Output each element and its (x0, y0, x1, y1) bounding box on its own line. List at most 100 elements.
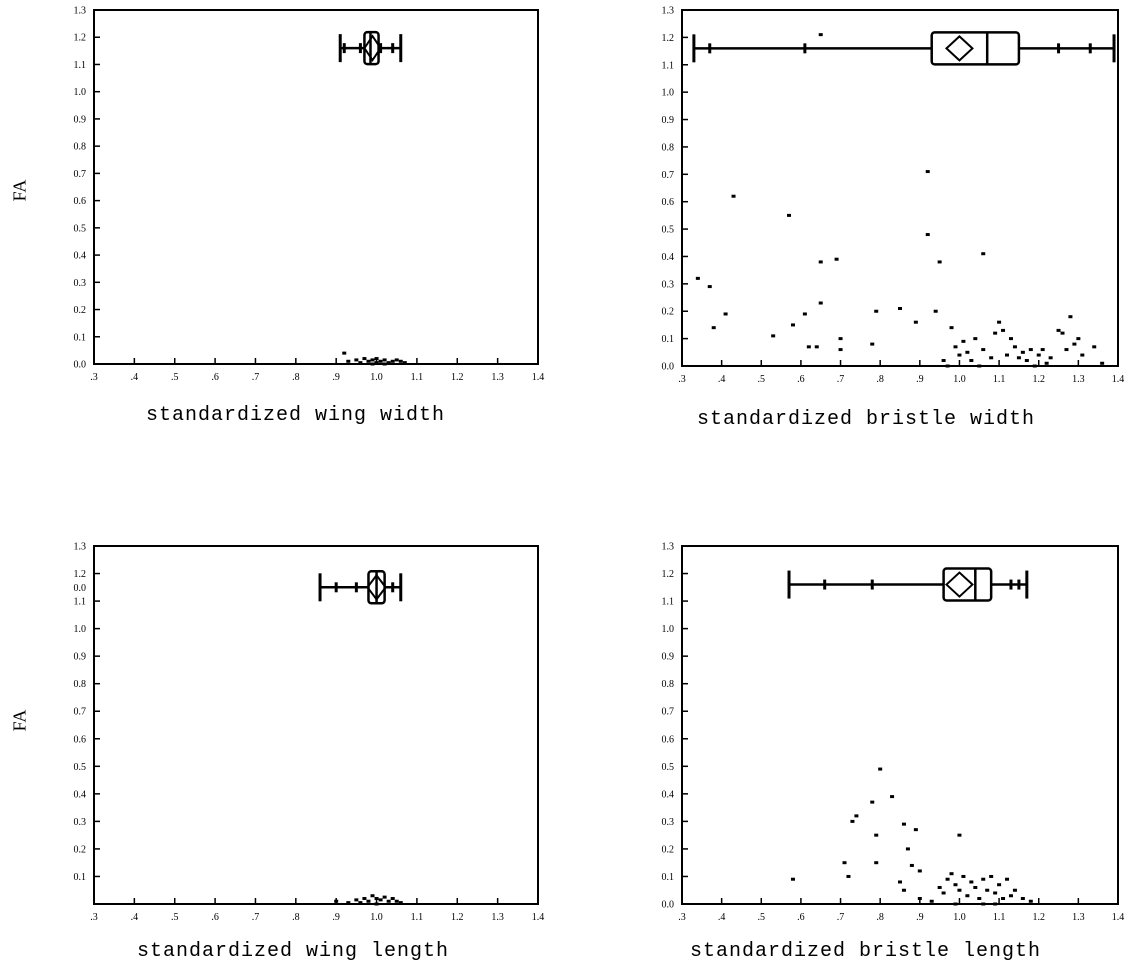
bristle-width-data-point (977, 364, 982, 368)
bristle-width-xtick-label: 1.4 (1112, 374, 1125, 385)
wing-width-xtick-label: 1.0 (370, 372, 383, 383)
bristle-width-data-point (1072, 342, 1077, 346)
wing-width-ytick-label: 0.1 (74, 332, 87, 343)
wing-length-ytick-label: 1.0 (74, 624, 87, 635)
bristle-length-xtick-label: .3 (678, 912, 686, 923)
wing-length-ytick-label: 1.3 (74, 542, 87, 553)
wing-width-xtick-label: .8 (292, 372, 300, 383)
bristle-length-xtick-label: .7 (837, 912, 845, 923)
bristle-length-data-point (965, 894, 970, 898)
wing-width-xtick-label: 1.1 (411, 372, 424, 383)
bristle-length-data-point (981, 902, 986, 906)
bristle-width-data-point (1028, 348, 1033, 352)
bristle-width-data-point (1100, 361, 1105, 365)
bristle-length-ytick-label: 0.5 (662, 762, 675, 773)
wing-length-data-point (346, 901, 351, 905)
bristle-length-data-point (1008, 894, 1013, 898)
wing-width-data-point (342, 351, 347, 355)
wing-width-ytick-label: 0.0 (74, 360, 87, 371)
wing-length-data-point (386, 899, 391, 903)
wing-length-xtick-label: .6 (211, 912, 219, 923)
wing-width-data-point (354, 358, 359, 362)
wing-width-xtick-label: .4 (131, 372, 139, 383)
bristle-width-ytick-label: 0.5 (662, 225, 675, 236)
bristle-length-data-point (961, 874, 966, 878)
bristle-length-xtick-label: .5 (758, 912, 766, 923)
bristle-length-xtick-label: 1.0 (953, 912, 966, 923)
bristle-width-data-point (723, 312, 728, 316)
bristle-width-data-point (1080, 353, 1085, 357)
wing-length-xtick-label: 1.0 (370, 912, 383, 923)
bristle-length-data-point (901, 888, 906, 892)
bristle-width-data-point (997, 320, 1002, 324)
wing-width-mean-diamond (363, 34, 382, 62)
wing-width-data-point (378, 359, 383, 363)
wing-width-ytick-label: 1.1 (74, 60, 87, 71)
bristle-length-ytick-label: 1.2 (662, 569, 675, 580)
bristle-length-data-point (842, 861, 847, 865)
bristle-width-data-point (993, 331, 998, 335)
bristle-length-ytick-label: 1.1 (662, 597, 675, 608)
wing-width-data-point (382, 362, 387, 366)
bristle-width-data-point (957, 353, 962, 357)
bristle-width-data-point (913, 320, 918, 324)
wing-width-data-point (346, 359, 351, 363)
bristle-length-xtick-label: .4 (718, 912, 726, 923)
bristle-length-data-point (874, 833, 879, 837)
wing-width-data-point (366, 359, 371, 363)
ylabel-top: FA (9, 179, 30, 202)
bristle-width-data-point (838, 337, 843, 341)
bristle-width-xtick-label: 1.2 (1032, 374, 1045, 385)
bristle-length-xtick-label: .9 (916, 912, 924, 923)
bristle-length-data-point (870, 800, 875, 804)
bristle-length-data-point (945, 877, 950, 881)
wing-width-data-point (370, 362, 375, 366)
bristle-width-data-point (941, 359, 946, 363)
bristle-length-data-point (854, 814, 859, 818)
wing-length-data-point (374, 896, 379, 900)
bristle-length-ytick-label: 0.2 (662, 844, 675, 855)
bristle-length-xtick-label: .8 (876, 912, 884, 923)
wing-width-ytick-label: 0.2 (74, 305, 87, 316)
wing-length-xtick-label: .3 (90, 912, 98, 923)
bristle-width-data-point (949, 326, 954, 330)
bristle-length-data-point (957, 888, 962, 892)
wing-length-ytick-label: 0.8 (74, 679, 87, 690)
bristle-width-data-point (806, 345, 811, 349)
bristle-length-data-point (790, 877, 795, 881)
wing-length-data-point (334, 899, 339, 903)
wing-length-ytick-label: 0.1 (74, 872, 87, 883)
bristle-length-data-point (909, 863, 914, 867)
wing-length-data-point (382, 895, 387, 899)
wing-width-xtick-label: 1.4 (532, 372, 545, 383)
wing-length-data-point (378, 898, 383, 902)
wing-width-data-point (398, 359, 403, 363)
bristle-width-xtick-label: .6 (797, 374, 805, 385)
bristle-length-xtick-label: .6 (797, 912, 805, 923)
bristle-width-data-point (981, 348, 986, 352)
bristle-width-ytick-label: 0.9 (662, 115, 675, 126)
bristle-width-data-point (711, 326, 716, 330)
wing-width-data-point (382, 358, 387, 362)
wing-width-data-point (386, 361, 391, 365)
bristle-length-data-point (901, 822, 906, 826)
wing-width-data-point (374, 361, 379, 365)
wing-length-data-point (362, 896, 367, 900)
bristle-width-data-point (1092, 345, 1097, 349)
bristle-width-data-point (989, 356, 994, 360)
bristle-length-data-point (929, 899, 934, 903)
wing-length-xtick-label: .5 (171, 912, 179, 923)
bristle-width-data-point (969, 359, 974, 363)
bristle-width-data-point (1048, 356, 1053, 360)
bristle-width-data-point (973, 337, 978, 341)
bristle-width-data-point (707, 285, 712, 289)
wing-width-ytick-label: 0.8 (74, 142, 87, 153)
bristle-width-data-point (1032, 364, 1037, 368)
bristle-length-ytick-label: 0.7 (662, 707, 675, 718)
wing-width-ytick-label: 0.6 (74, 196, 87, 207)
bristle-width-data-point (925, 233, 930, 237)
bristle-length-ytick-label: 0.9 (662, 652, 675, 663)
bristle-width-data-point (953, 345, 958, 349)
bristle-width-data-point (1056, 328, 1061, 332)
bristle-width-frame (681, 9, 1119, 367)
